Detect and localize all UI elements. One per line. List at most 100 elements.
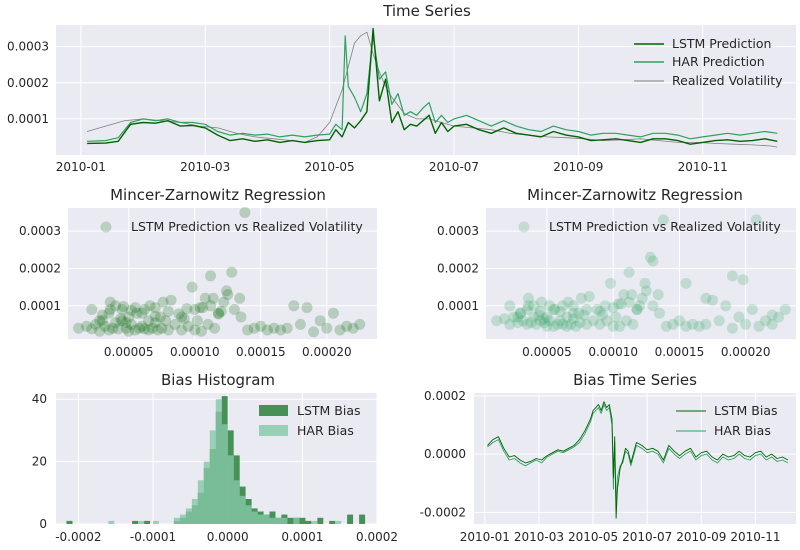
har-bias-bar (281, 517, 288, 524)
bias-histogram-y-ticks: 0 20 40 (32, 392, 47, 531)
mz-har-point (528, 311, 540, 323)
bias-time-series-x-tick: 2010-03 (514, 530, 564, 544)
mz-lstm-point (248, 322, 260, 334)
mz-lstm-point (205, 300, 217, 312)
lstm-bias-bar (132, 520, 139, 524)
mz-har-point (522, 292, 534, 304)
bias-time-series-lines (487, 401, 789, 519)
mz-har-x-ticks: 0.00005 0.00010 0.00015 0.00020 (522, 345, 770, 359)
mz-lstm-point (116, 304, 128, 315)
har-bias-bar (138, 520, 145, 524)
mz-lstm-point (156, 322, 168, 334)
mz-har-point (610, 311, 622, 323)
mz-har-point (548, 304, 560, 315)
har-bias-bar (311, 520, 318, 524)
mz-har-point (647, 255, 659, 267)
mz-har-point (508, 311, 520, 323)
mz-lstm-point (314, 315, 326, 327)
har-bias-bar (251, 511, 258, 524)
mz-lstm-x-tick: 0.00010 (170, 345, 220, 359)
bias-histogram-x-ticks: -0.0002 -0.0001 0.0000 0.0001 0.0002 (55, 530, 398, 544)
mz-har-point (700, 292, 712, 304)
mz-har-point (766, 318, 778, 330)
mz-lstm-point (215, 305, 227, 317)
mz-har-point (607, 302, 619, 314)
mz-har-y-ticks: 0.0001 0.0002 0.0003 (437, 224, 479, 313)
mz-lstm-point (110, 317, 121, 329)
mz-lstm-point (136, 320, 148, 332)
bias-histogram-bars (66, 396, 366, 524)
har-bias-bar (257, 514, 264, 524)
mz-har-point (623, 266, 635, 278)
har-bias-bar (203, 461, 210, 524)
time-series-y-tick: 0.0001 (7, 112, 49, 126)
mz-har-point (713, 315, 725, 327)
bias-histogram-title: Bias Histogram (161, 371, 275, 389)
mz-lstm-point (129, 302, 141, 314)
mz-har-point (673, 315, 685, 327)
lstm-bias-bar (329, 520, 336, 524)
mz-lstm-point (205, 270, 217, 282)
legend-label-mz-har: LSTM Prediction vs Realized Volatility (549, 219, 781, 234)
time-series-x-tick: 2010-09 (553, 160, 603, 174)
mz-lstm-point (136, 307, 148, 319)
mz-har-point (594, 318, 606, 330)
mz-lstm-y-tick: 0.0003 (19, 224, 61, 238)
mz-lstm-panel: Mincer-Zarnowitz Regression 0.00005 0.00… (19, 186, 377, 359)
mz-lstm-point (301, 302, 313, 314)
mz-lstm-point (125, 318, 137, 330)
mz-har-point (504, 318, 516, 330)
lstm-bias-bar (269, 511, 276, 524)
mz-lstm-point (209, 322, 221, 334)
mz-har-point (654, 307, 665, 319)
mz-lstm-title: Mincer-Zarnowitz Regression (110, 186, 326, 204)
mz-lstm-point (176, 324, 188, 336)
mz-har-point (570, 320, 582, 332)
mz-har-point (574, 317, 586, 329)
mz-har-point (583, 291, 595, 302)
har-bias-bar (275, 517, 282, 524)
mz-har-point (567, 300, 579, 312)
mz-har-x-tick: 0.00010 (588, 345, 638, 359)
mz-lstm-point (162, 305, 174, 317)
mz-har-title: Mincer-Zarnowitz Regression (527, 186, 743, 204)
mz-har-panel: Mincer-Zarnowitz Regression 0.00005 0.00… (437, 186, 796, 359)
mz-lstm-point (197, 302, 209, 314)
mz-har-points (491, 214, 791, 334)
bias-histogram-x-tick: 0.0001 (281, 530, 323, 544)
mz-lstm-point (107, 322, 119, 334)
mz-lstm-point (152, 324, 164, 336)
bias-histogram-panel: Bias Histogram -0.0002 -0.0001 0.0000 0.… (32, 371, 398, 544)
mz-har-point (773, 311, 785, 323)
mz-har-point (614, 320, 626, 332)
mz-lstm-point (149, 317, 161, 329)
mz-lstm-point (112, 323, 124, 335)
lstm-bias-bar (299, 517, 306, 524)
mz-har-point (549, 304, 561, 315)
mz-har-point (544, 315, 556, 327)
legend-swatch-mz-lstm (100, 221, 112, 233)
legend-label-lstm-bias: LSTM Bias (297, 403, 361, 418)
mz-lstm-point (162, 324, 174, 336)
mz-lstm-point (96, 309, 108, 321)
mz-lstm-point (178, 313, 190, 325)
mz-har-point (687, 318, 699, 330)
mz-har-point (720, 300, 732, 312)
time-series-y-ticks: 0.0001 0.0002 0.0003 (7, 40, 49, 126)
bias-time-series-x-tick: 2010-09 (676, 530, 726, 544)
mz-lstm-point (157, 296, 169, 308)
mz-har-point (581, 318, 593, 330)
lstm-bias-bar (287, 517, 294, 524)
time-series-y-tick: 0.0003 (7, 40, 49, 54)
lstm-bias-bar (317, 517, 324, 524)
mz-lstm-point (202, 318, 214, 330)
mz-har-point (613, 298, 624, 310)
mz-lstm-points (73, 207, 366, 338)
mz-har-point (627, 318, 639, 330)
mz-har-point (554, 305, 566, 317)
bias-time-series-y-ticks: -0.0002 0.0000 0.0002 (420, 389, 466, 519)
mz-lstm-point (139, 323, 151, 335)
mz-har-point (512, 311, 524, 323)
mz-lstm-point (160, 315, 172, 327)
